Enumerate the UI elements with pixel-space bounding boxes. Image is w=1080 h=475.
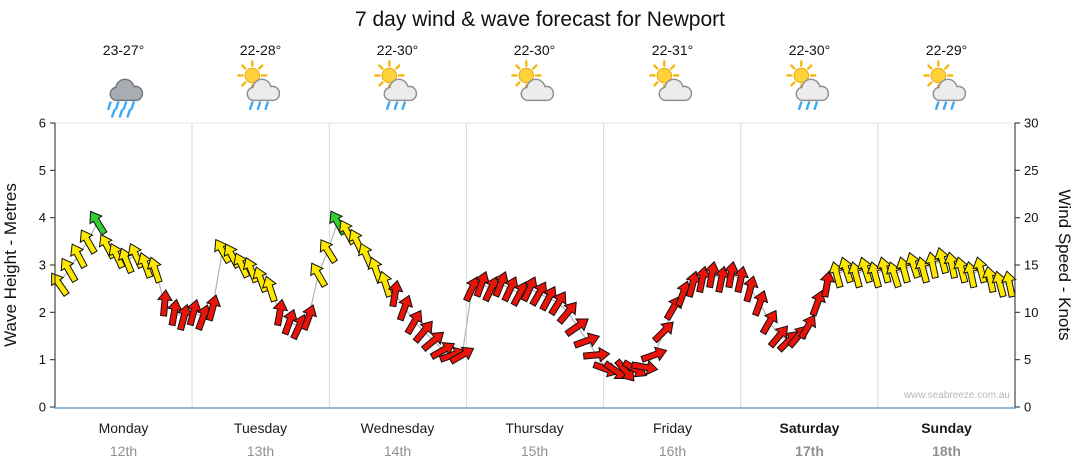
svg-text:3: 3 — [39, 258, 46, 273]
svg-text:0: 0 — [39, 400, 46, 415]
svg-text:6: 6 — [39, 116, 46, 131]
svg-text:0: 0 — [1024, 400, 1031, 415]
svg-text:5: 5 — [39, 163, 46, 178]
svg-text:4: 4 — [39, 210, 46, 225]
left-axis-label: Wave Height - Metres — [1, 183, 20, 347]
svg-text:25: 25 — [1024, 163, 1038, 178]
svg-text:20: 20 — [1024, 210, 1038, 225]
svg-text:30: 30 — [1024, 116, 1038, 131]
svg-text:2: 2 — [39, 305, 46, 320]
wind-arrows — [51, 210, 1017, 382]
svg-text:5: 5 — [1024, 352, 1031, 367]
svg-text:1: 1 — [39, 352, 46, 367]
svg-text:15: 15 — [1024, 258, 1038, 273]
svg-text:10: 10 — [1024, 305, 1038, 320]
watermark: www.seabreeze.com.au — [903, 390, 1010, 401]
right-axis-label: Wind Speed - Knots — [1055, 189, 1074, 340]
page-title: 7 day wind & wave forecast for Newport — [354, 8, 725, 31]
axes: 0 1 2 3 4 5 6 0 5 10 15 20 25 30 — [39, 116, 1039, 415]
day-gridlines — [55, 122, 1015, 407]
